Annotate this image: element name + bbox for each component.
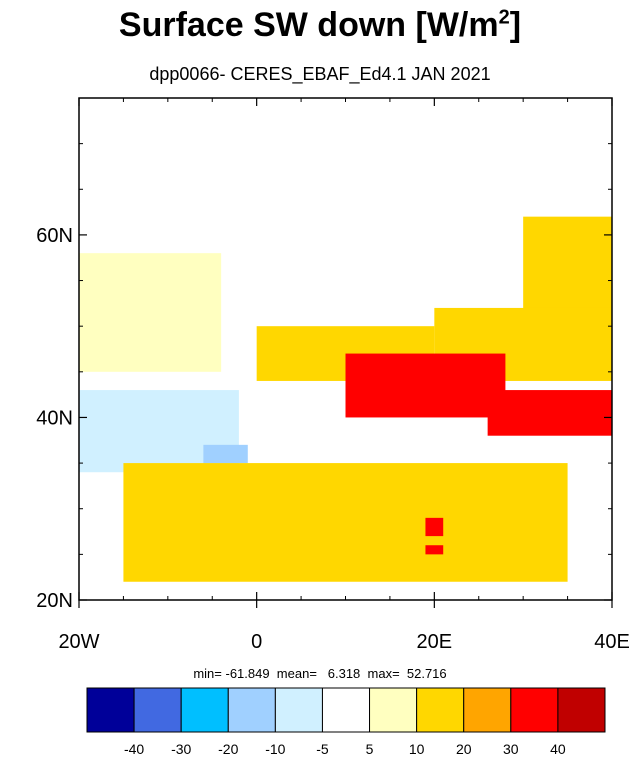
chart-title: Surface SW down [W/m2] (0, 6, 640, 45)
x-tick-label-20W: 20W (58, 631, 99, 653)
title-superscript: 2 (498, 6, 510, 29)
anomaly-region-libya-patch (425, 517, 444, 537)
title-text: Surface SW down [W/m (118, 6, 499, 44)
colorbar-label: -30 (171, 741, 191, 757)
colorbar-box (274, 687, 323, 733)
colorbar-label: 40 (550, 741, 566, 757)
colorbar-label: 5 (366, 741, 374, 757)
colorbar-box (227, 687, 276, 733)
y-tick-label-20N: 20N (36, 590, 73, 612)
anomaly-region-egypt-patch (425, 545, 444, 555)
colorbar-box (557, 687, 606, 733)
colorbar-label: 20 (456, 741, 472, 757)
x-tick-label-0: 0 (251, 631, 262, 653)
colorbar-label: 30 (503, 741, 519, 757)
colorbar-label: -20 (218, 741, 238, 757)
x-tick-label-40E: 40E (594, 631, 630, 653)
colorbar-box (510, 687, 559, 733)
colorbar-box (463, 687, 512, 733)
anomaly-region-alboran-sea (203, 444, 248, 464)
colorbar-box (369, 687, 418, 733)
field-statistics: min= -61.849 mean= 6.318 max= 52.716 (193, 666, 447, 681)
colorbar-box (321, 687, 371, 733)
anomaly-region-north-africa (123, 463, 568, 582)
x-tick-label-20E: 20E (417, 631, 453, 653)
chart-subtitle: dpp0066- CERES_EBAF_Ed4.1 JAN 2021 (149, 64, 491, 84)
colorbar-label: -5 (316, 741, 329, 757)
colorbar-box (416, 687, 465, 733)
y-tick-label-60N: 60N (36, 225, 73, 247)
colorbar-box (133, 687, 182, 733)
anomaly-region-italy-balkans (345, 353, 506, 418)
title-close: ] (509, 6, 522, 44)
y-tick-label-40N: 40N (36, 407, 73, 429)
colorbar-label: 10 (409, 741, 425, 757)
anomaly-region-turkey (487, 390, 612, 436)
anomaly-region-northwest-atlantic (79, 253, 222, 372)
colorbar-box (86, 687, 135, 733)
colorbar-box (180, 687, 229, 733)
colorbar-label: -10 (265, 741, 285, 757)
colorbar-label: -40 (124, 741, 144, 757)
